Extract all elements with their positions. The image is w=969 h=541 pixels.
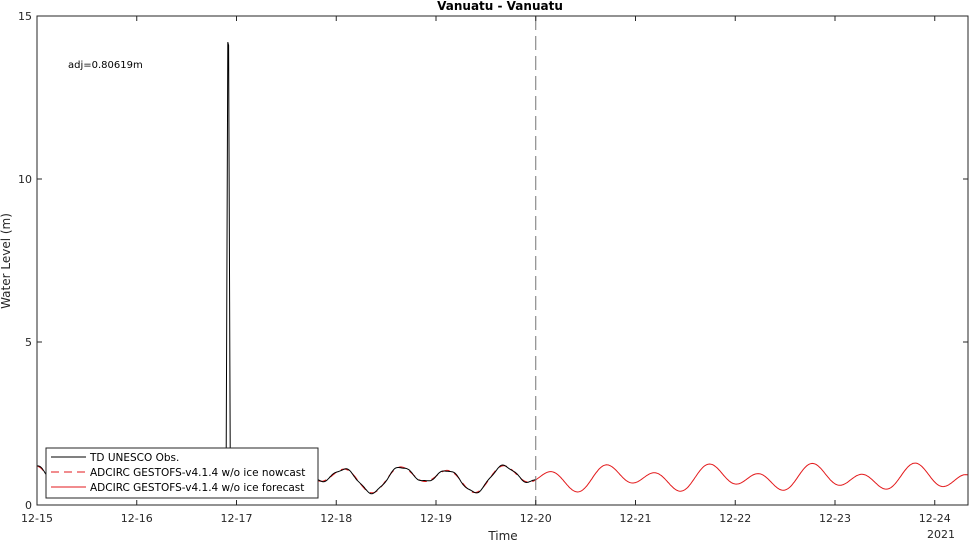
x-tick-label: 12-17 xyxy=(221,512,253,525)
x-tick-label: 12-16 xyxy=(121,512,153,525)
x-tick-label: 12-21 xyxy=(620,512,652,525)
x-tick-label: 12-24 xyxy=(919,512,951,525)
x-tick-label: 12-19 xyxy=(420,512,452,525)
y-tick-label: 10 xyxy=(18,173,32,186)
x-tick-label: 12-15 xyxy=(21,512,53,525)
y-tick-label: 15 xyxy=(18,10,32,23)
x-year-label: 2021 xyxy=(927,528,955,541)
plot-area xyxy=(37,16,968,505)
axes-layer: 12-15 12-16 12-17 12-18 12-19 12-20 12-21 12-22… xyxy=(18,10,968,525)
x-tick-label: 12-20 xyxy=(520,512,552,525)
y-tick-label: 0 xyxy=(25,499,32,512)
y-axis-label: Water Level (m) xyxy=(0,213,13,309)
plot-frame xyxy=(36,15,969,506)
x-tick-label: 12-23 xyxy=(819,512,851,525)
x-axis-label: Time xyxy=(487,529,517,541)
legend-label-nowcast: ADCIRC GESTOFS-v4.1.4 w/o ice nowcast xyxy=(90,467,305,479)
x-tick-label: 12-22 xyxy=(719,512,751,525)
x-tick-label: 12-18 xyxy=(320,512,352,525)
y-tick-label: 5 xyxy=(25,336,32,349)
chart-title: Vanuatu - Vanuatu xyxy=(437,0,563,13)
legend-box xyxy=(45,447,319,499)
legend: TD UNESCO Obs. ADCIRC GESTOFS-v4.1.4 w/o… xyxy=(45,447,319,499)
legend-label-obs: TD UNESCO Obs. xyxy=(89,452,179,464)
series-forecast-line xyxy=(535,462,969,493)
legend-label-forecast: ADCIRC GESTOFS-v4.1.4 w/o ice forecast xyxy=(90,482,304,494)
adj-annotation: adj=0.80619m xyxy=(68,60,143,71)
